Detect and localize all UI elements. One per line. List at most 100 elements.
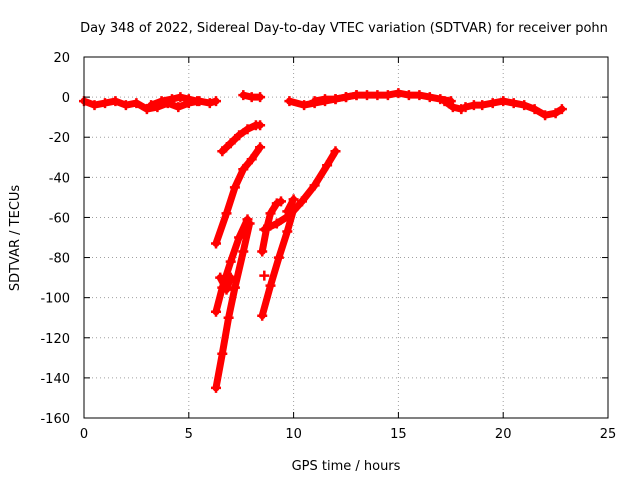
series-arc-10	[211, 214, 253, 317]
data-point-marker	[276, 196, 286, 207]
data-point-marker	[257, 310, 268, 321]
series-arc-17	[259, 270, 270, 281]
data-point-marker	[211, 96, 221, 107]
data-point-marker	[234, 232, 245, 243]
data-point-marker	[229, 282, 240, 293]
series-arc-9	[211, 142, 266, 249]
data-point-marker	[255, 120, 266, 131]
data-point-marker	[211, 306, 221, 317]
data-point-marker	[221, 284, 232, 295]
series-arc-7	[460, 96, 567, 121]
data-point-marker	[273, 252, 284, 263]
data-point-marker	[89, 100, 100, 111]
data-point-marker	[414, 90, 425, 101]
data-point-marker	[120, 100, 131, 111]
y-tick-label: -120	[40, 332, 70, 347]
x-tick-label: 25	[600, 427, 617, 442]
data-point-marker	[265, 208, 276, 219]
data-point-marker	[156, 96, 167, 107]
data-point-marker	[221, 208, 232, 219]
data-point-marker	[242, 124, 253, 135]
series-arc-14	[257, 204, 299, 321]
data-point-marker	[282, 206, 293, 217]
data-point-marker	[372, 90, 383, 101]
data-point-marker	[244, 218, 255, 229]
y-tick-label: 20	[53, 51, 70, 66]
data-point-marker	[173, 102, 184, 113]
data-traces	[79, 88, 567, 393]
series-trace	[218, 121, 264, 155]
data-point-marker	[146, 100, 157, 111]
series-arc-16	[282, 194, 299, 217]
axis-ticks	[83, 56, 609, 419]
data-point-marker	[439, 96, 450, 107]
series-arc-5	[309, 90, 362, 107]
data-point-marker	[131, 98, 142, 109]
series-arc-11	[211, 218, 255, 393]
data-point-marker	[110, 96, 121, 107]
series-trace	[212, 143, 264, 247]
y-tick-label: -60	[49, 211, 70, 226]
data-point-marker	[183, 94, 194, 105]
data-point-marker	[447, 102, 458, 113]
data-point-marker	[225, 256, 236, 267]
data-point-marker	[255, 142, 266, 153]
data-point-marker	[204, 98, 215, 109]
series-arc-8	[217, 120, 266, 157]
data-point-marker	[257, 246, 268, 257]
data-point-marker	[362, 90, 372, 101]
data-point-marker	[309, 96, 320, 107]
data-point-marker	[529, 104, 540, 115]
data-point-marker	[238, 164, 249, 175]
y-tick-label: 0	[62, 91, 70, 106]
data-point-marker	[175, 92, 186, 103]
data-point-marker	[192, 96, 203, 107]
y-tick-label: -100	[40, 292, 70, 307]
data-point-marker	[246, 92, 257, 103]
y-axis-label: SDTVAR / TECUs	[8, 185, 23, 292]
data-point-marker	[215, 272, 226, 283]
data-point-marker	[320, 94, 330, 105]
data-point-marker	[556, 104, 567, 115]
series-arc-4	[284, 88, 456, 111]
x-tick-label: 15	[390, 427, 407, 442]
data-point-marker	[211, 238, 221, 249]
plot-frame	[83, 56, 609, 419]
x-tick-label: 10	[285, 427, 302, 442]
data-point-marker	[351, 90, 362, 101]
data-point-marker	[167, 94, 177, 105]
data-point-marker	[217, 348, 228, 359]
data-point-marker	[225, 272, 236, 283]
data-point-marker	[225, 138, 236, 149]
data-point-marker	[211, 382, 221, 393]
data-point-marker	[540, 110, 551, 121]
y-tick-label: -80	[49, 252, 70, 267]
data-point-marker	[309, 180, 320, 191]
data-point-marker	[498, 96, 509, 107]
data-point-marker	[393, 88, 404, 99]
series-arc-6	[439, 96, 467, 115]
chart-title: Day 348 of 2022, Sidereal Day-to-day VTE…	[80, 21, 608, 36]
data-point-marker	[460, 102, 471, 113]
data-point-marker	[508, 98, 519, 109]
data-point-marker	[297, 196, 307, 207]
series-arc-2	[146, 92, 203, 111]
data-point-marker	[519, 100, 530, 111]
series-arc-3	[238, 90, 266, 103]
data-point-marker	[382, 90, 393, 101]
data-point-marker	[259, 224, 270, 235]
data-point-marker	[322, 160, 333, 171]
y-tick-label: -40	[49, 171, 70, 186]
data-point-marker	[238, 90, 249, 101]
data-point-marker	[341, 92, 351, 103]
data-point-marker	[403, 90, 414, 101]
data-point-marker	[217, 146, 228, 157]
grid-lines	[84, 57, 608, 418]
data-point-marker	[259, 270, 270, 281]
x-tick-label: 0	[80, 427, 88, 442]
data-point-marker	[284, 96, 295, 107]
data-point-marker	[282, 226, 293, 237]
data-point-marker	[234, 130, 245, 141]
series-arc-12	[215, 272, 236, 295]
